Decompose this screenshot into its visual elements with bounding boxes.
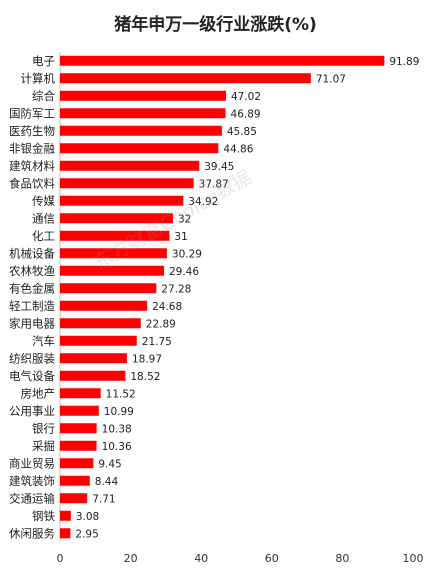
- bar: [60, 388, 101, 399]
- value-label: 44.86: [223, 143, 253, 155]
- bar: [60, 475, 90, 486]
- bar: [60, 423, 97, 434]
- category-label: 电子: [32, 54, 55, 68]
- category-label: 非银金融: [9, 141, 55, 155]
- bar: [60, 283, 157, 294]
- bar: [60, 353, 127, 364]
- category-label: 化工: [32, 229, 55, 243]
- x-tick-label: 60: [265, 552, 279, 565]
- category-label: 交通运输: [9, 491, 55, 505]
- value-label: 18.97: [132, 353, 162, 365]
- value-label: 8.44: [95, 476, 119, 488]
- category-label: 轻工制造: [9, 299, 55, 313]
- category-label: 汽车: [32, 334, 55, 348]
- category-label: 有色金属: [9, 281, 55, 295]
- category-label: 机械设备: [9, 246, 55, 260]
- x-tick-label: 100: [403, 552, 424, 565]
- bar: [60, 265, 164, 276]
- value-label: 91.89: [389, 56, 419, 68]
- bar: [60, 528, 71, 539]
- bar: [60, 318, 141, 329]
- bar: [60, 300, 148, 311]
- value-label: 46.89: [231, 108, 261, 120]
- value-label: 32: [178, 213, 191, 225]
- value-label: 27.28: [161, 283, 191, 295]
- bar: [60, 248, 167, 259]
- value-label: 71.07: [316, 73, 346, 85]
- bar: [60, 160, 200, 171]
- bar: [60, 90, 226, 101]
- category-label: 房地产: [21, 386, 56, 400]
- category-label: 银行: [32, 421, 55, 435]
- bar: [60, 405, 99, 416]
- chart-title: 猪年申万一级行业涨跌(%): [114, 15, 317, 35]
- bar: [60, 370, 126, 381]
- x-tick-label: 0: [57, 552, 64, 565]
- x-tick-label: 80: [335, 552, 349, 565]
- bar: [60, 213, 173, 224]
- value-label: 45.85: [227, 126, 257, 138]
- bar: [60, 125, 222, 136]
- bar: [60, 55, 385, 66]
- category-label: 食品饮料: [9, 176, 55, 190]
- bar: [60, 493, 88, 504]
- bar: [60, 195, 184, 206]
- category-label: 综合: [32, 89, 55, 103]
- category-label: 休闲服务: [9, 526, 55, 540]
- category-label: 电气设备: [9, 369, 55, 383]
- category-label: 采掘: [32, 439, 55, 453]
- value-label: 29.46: [169, 266, 199, 278]
- value-label: 31: [174, 231, 187, 243]
- category-label: 医药生物: [9, 124, 55, 138]
- category-label: 商业贸易: [9, 456, 55, 470]
- value-label: 37.87: [199, 178, 229, 190]
- bar: [60, 335, 137, 346]
- bar: [60, 178, 194, 189]
- category-label: 通信: [32, 211, 55, 225]
- value-label: 10.99: [104, 406, 134, 418]
- value-label: 7.71: [92, 493, 115, 505]
- category-label: 公用事业: [9, 404, 55, 418]
- value-label: 9.45: [98, 458, 121, 470]
- x-tick-label: 40: [194, 552, 208, 565]
- bar: [60, 73, 311, 84]
- value-label: 22.89: [146, 318, 176, 330]
- value-label: 30.29: [172, 248, 202, 260]
- bar: [60, 440, 97, 451]
- value-label: 10.38: [102, 423, 132, 435]
- value-label: 2.95: [75, 528, 98, 540]
- bar: [60, 458, 94, 469]
- category-label: 传媒: [32, 194, 55, 208]
- value-label: 34.92: [188, 196, 218, 208]
- value-label: 10.36: [102, 441, 132, 453]
- category-label: 家用电器: [9, 316, 55, 330]
- value-label: 21.75: [142, 336, 172, 348]
- category-label: 建筑装饰: [9, 474, 55, 488]
- category-label: 建筑材料: [9, 159, 55, 173]
- value-label: 3.08: [76, 511, 99, 523]
- bar: [60, 143, 219, 154]
- category-label: 国防军工: [9, 106, 55, 120]
- value-label: 18.52: [130, 371, 160, 383]
- x-tick-label: 20: [124, 552, 138, 565]
- category-label: 钢铁: [32, 509, 55, 523]
- bar: [60, 510, 71, 521]
- value-label: 24.68: [152, 301, 182, 313]
- category-label: 计算机: [21, 71, 56, 85]
- value-label: 39.45: [204, 161, 234, 173]
- bar: [60, 108, 226, 119]
- bar: [60, 230, 170, 241]
- category-label: 农林牧渔: [9, 264, 55, 278]
- value-label: 11.52: [106, 388, 136, 400]
- value-label: 47.02: [231, 91, 261, 103]
- category-label: 纺织服装: [9, 351, 55, 365]
